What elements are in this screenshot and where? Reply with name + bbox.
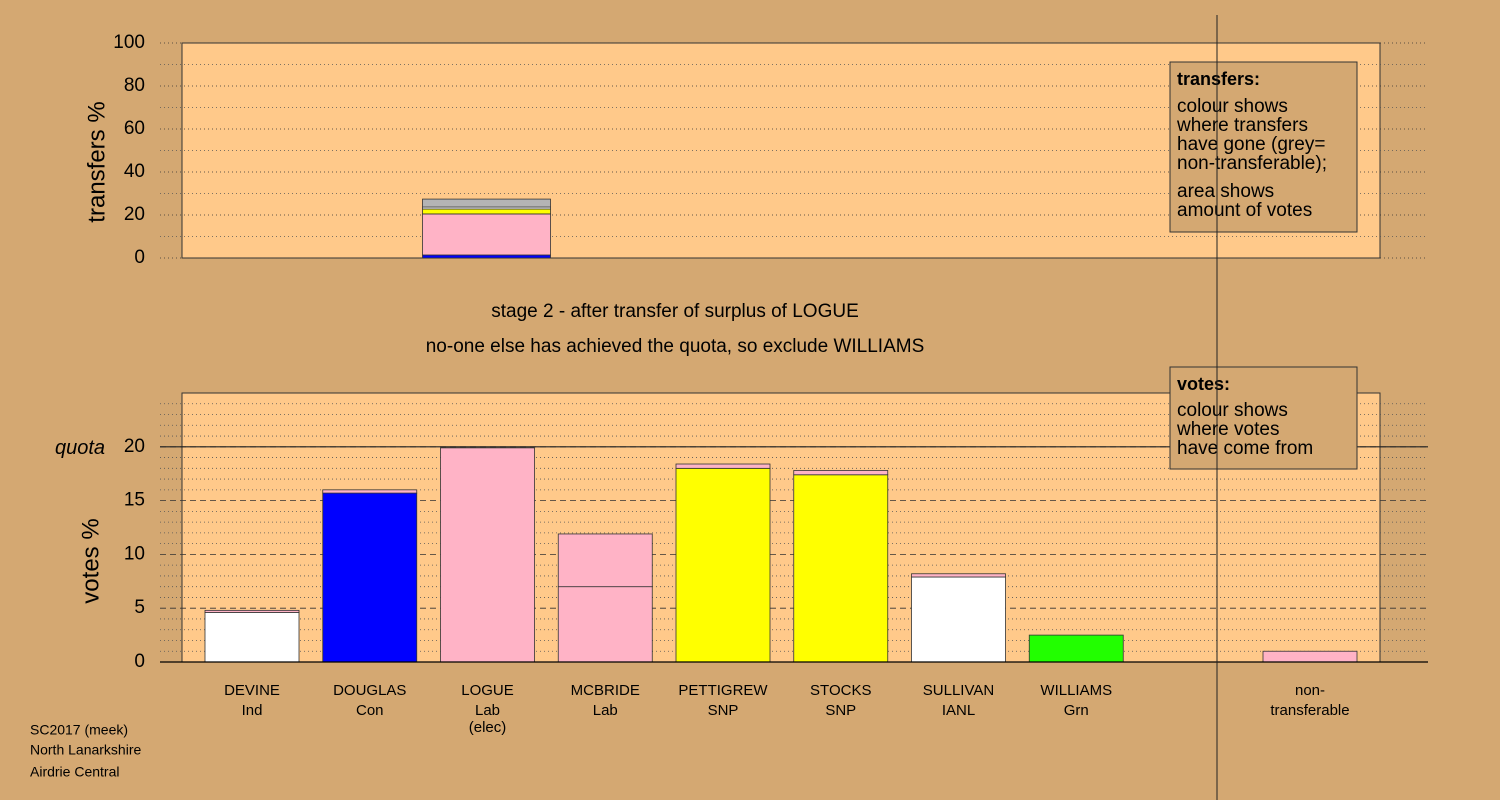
bar-segment	[675, 467, 771, 663]
y-axis-title: votes %	[77, 518, 104, 603]
bar-segment	[793, 470, 889, 476]
y-tick-label: 40	[124, 161, 145, 182]
legend-text: area shows	[1177, 181, 1274, 202]
stage-text: stage 2 - after transfer of surplus of L…	[491, 301, 859, 322]
candidate-name: DEVINE	[224, 682, 280, 699]
legend-text: where transfers	[1176, 115, 1308, 136]
nontransferable-label: transferable	[1270, 702, 1349, 719]
y-tick-label: 20	[124, 436, 145, 457]
candidate-party: Ind	[242, 702, 263, 719]
y-tick-label: 60	[124, 118, 145, 139]
bar-segment	[422, 254, 551, 259]
bar-segment	[422, 208, 551, 215]
stage-text: no-one else has achieved the quota, so e…	[426, 336, 925, 357]
candidate-party: SNP	[825, 702, 856, 719]
candidate-name: DOUGLAS	[333, 682, 406, 699]
bar-segment	[675, 463, 771, 469]
quota-label: quota	[55, 437, 105, 459]
bar-segment	[911, 576, 1006, 663]
legend-text: where votes	[1176, 419, 1279, 440]
legend-box	[1169, 61, 1358, 233]
candidate-name: SULLIVAN	[923, 682, 994, 699]
candidate-party: Lab	[593, 702, 618, 719]
footer-text: North Lanarkshire	[30, 742, 141, 758]
bar-segment	[793, 474, 889, 663]
bar-segment	[204, 609, 300, 613]
bar-segment	[322, 492, 418, 663]
legend-text: non-transferable);	[1177, 153, 1327, 174]
bar-segment	[557, 586, 653, 663]
candidate-name: WILLIAMS	[1040, 682, 1112, 699]
legend-box	[1169, 366, 1358, 470]
nontransferable-label: non-	[1295, 682, 1325, 699]
candidate-party: Lab	[475, 702, 500, 719]
candidate-party: Grn	[1064, 702, 1089, 719]
legend-text: amount of votes	[1177, 200, 1312, 221]
candidate-name: MCBRIDE	[571, 682, 640, 699]
y-axis-title: transfers %	[83, 101, 110, 222]
y-tick-label: 80	[124, 75, 145, 96]
legend-text: have come from	[1177, 438, 1313, 459]
y-tick-label: 0	[134, 651, 145, 672]
candidate-party: IANL	[942, 702, 975, 719]
y-tick-label: 5	[134, 597, 145, 618]
candidate-name: STOCKS	[810, 682, 871, 699]
y-tick-label: 20	[124, 204, 145, 225]
y-tick-label: 0	[134, 247, 145, 268]
legend-title: transfers:	[1177, 69, 1260, 89]
bar-segment	[322, 489, 418, 494]
bar-segment	[1028, 634, 1124, 663]
bar-segment	[911, 573, 1006, 578]
footer-text: Airdrie Central	[30, 764, 119, 780]
legend-title: votes:	[1177, 374, 1230, 394]
y-tick-label: 100	[113, 32, 145, 53]
bar-segment	[557, 533, 653, 588]
footer-text: SC2017 (meek)	[30, 722, 128, 738]
candidate-party: Con	[356, 702, 384, 719]
candidate-name: LOGUE	[461, 682, 514, 699]
bar-segment	[1262, 650, 1358, 663]
y-tick-label: 15	[124, 490, 145, 511]
legend-text: have gone (grey=	[1177, 134, 1325, 155]
candidate-party: SNP	[708, 702, 739, 719]
candidate-note: (elec)	[469, 719, 507, 736]
bar-segment	[204, 612, 300, 663]
bar-segment	[422, 213, 551, 256]
candidate-name: PETTIGREW	[678, 682, 768, 699]
bar-segment	[440, 447, 535, 663]
y-tick-label: 10	[124, 543, 145, 564]
legend-text: colour shows	[1177, 96, 1288, 117]
legend-text: colour shows	[1177, 400, 1288, 421]
bar-segment	[422, 198, 551, 208]
